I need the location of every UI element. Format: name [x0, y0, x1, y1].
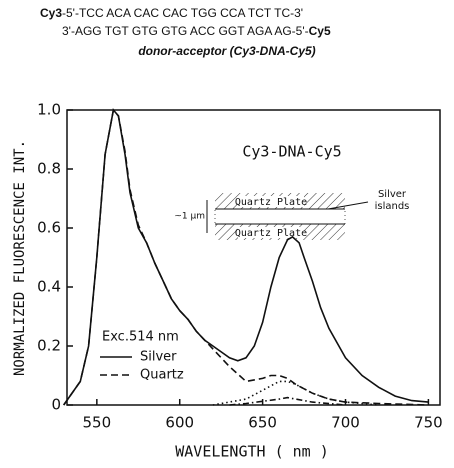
y-tick-label: 0.8 — [37, 160, 61, 178]
subtitle: donor-acceptor (Cy3-DNA-Cy5) — [138, 44, 315, 58]
gap — [214, 208, 346, 225]
y-tick-label: 0.4 — [37, 278, 61, 296]
x-tick-label: 600 — [165, 414, 194, 432]
series-line — [212, 380, 379, 406]
y-tick-label: 0.2 — [37, 337, 61, 355]
gap-label: ~1 μm — [174, 212, 205, 222]
plot-frame — [66, 109, 441, 406]
dye: Cy3 — [40, 6, 62, 20]
y-tick-label: 0 — [51, 396, 61, 414]
pointer — [327, 201, 369, 210]
x-tick-label: 550 — [83, 414, 112, 432]
sequence: -5'-TCC ACA CAC CAC TGG CCA TCT TC-3' — [62, 6, 303, 20]
strand-1: Cy3-5'-TCC ACA CAC CAC TGG CCA TCT TC-3' — [40, 6, 303, 20]
label-bg — [238, 196, 304, 207]
series-line — [63, 108, 429, 406]
annotation: Exc.514 nm — [102, 330, 179, 345]
series-line — [229, 396, 346, 406]
sequence: 3'-AGG TGT GTG GTG ACC GGT AGA AG-5'- — [62, 24, 309, 38]
plate-label: Quartz Plate — [235, 197, 307, 208]
x-tick-label: 650 — [248, 414, 277, 432]
inset-diagram: Quartz Plate Quartz Plate Silver islands… — [174, 189, 409, 240]
y-tick-label: 0.6 — [37, 219, 61, 237]
x-axis-label: WAVELENGTH ( nm ) — [175, 443, 329, 461]
x-tick-label: 700 — [331, 414, 360, 432]
annotation: Cy3-DNA-Cy5 — [242, 143, 341, 161]
plate-label: Quartz Plate — [235, 228, 307, 239]
silver-label: Silver — [378, 189, 407, 200]
y-tick-label: 1.0 — [37, 101, 61, 119]
strand-2: 3'-AGG TGT GTG GTG ACC GGT AGA AG-5'-Cy5 — [62, 24, 331, 38]
dye: Cy5 — [309, 24, 331, 38]
silver-label: islands — [375, 201, 410, 212]
legend-label: Silver — [140, 350, 177, 365]
y-axis-label: NORMALIZED FLUORESCENCE INT. — [12, 140, 28, 376]
label-bg — [238, 227, 304, 238]
legend-label: Quartz — [140, 368, 184, 383]
x-tick-label: 750 — [414, 414, 443, 432]
